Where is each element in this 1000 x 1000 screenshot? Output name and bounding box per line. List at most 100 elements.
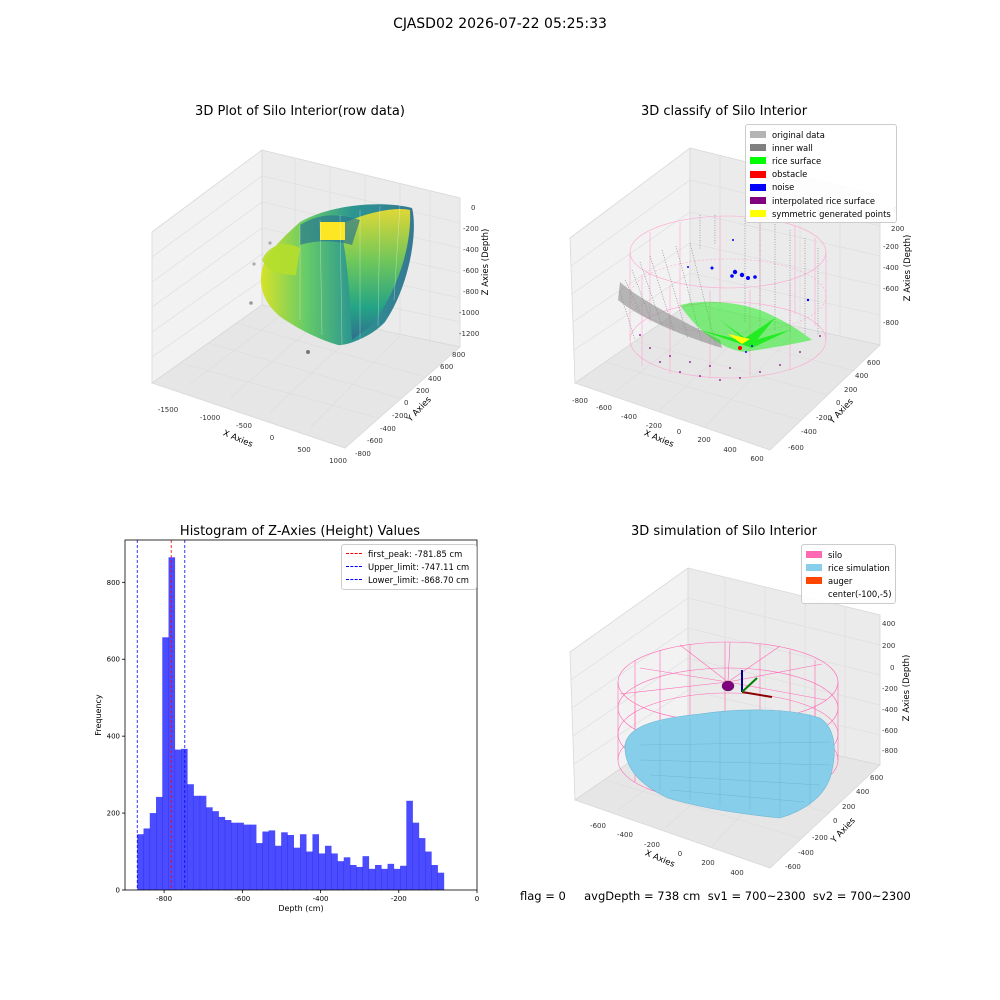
legend-entry-obstacle: obstacle [750,168,891,181]
histogram-bar [324,845,332,890]
histogram-bar [262,831,269,890]
histogram-bar [274,845,282,890]
simulation-xtick: 200 [701,859,714,867]
histogram-bar [199,795,207,890]
histogram-bar [418,838,426,890]
histogram-bar [400,865,407,890]
classify-ztick: 200 [891,225,904,233]
classify-ytick: 400 [855,372,868,380]
histogram-bar [287,835,294,890]
histogram-bar [281,832,288,890]
histogram-legend: first_peak: -781.85 cm Upper_limit: -747… [341,544,477,590]
simulation-ytick: -600 [785,863,801,871]
simulation-ztick: -800 [882,747,898,755]
legend-swatch [750,197,766,205]
simulation-ytick: -200 [812,834,828,842]
simulation-ytick: 400 [856,788,869,796]
histogram-bar [393,868,401,890]
simulation-xtick: 400 [730,869,743,877]
raw-xtick: 500 [297,446,310,454]
histogram-bar [168,557,176,890]
simulation-ztick: -200 [882,685,898,693]
status-line: flag = 0 avgDepth = 738 cm sv1 = 700~230… [520,889,911,903]
legend-entry-interpolated-rice-surface: interpolated rice surface [750,194,891,207]
histogram-bar [156,796,163,890]
raw-plot-title: 3D Plot of Silo Interior(row data) [195,104,405,119]
histogram-bar [375,865,382,890]
classify-xtick: 200 [697,436,710,444]
legend-line-swatch [346,553,362,555]
histogram-bar [243,824,251,890]
simulation-ztick: -600 [882,727,898,735]
classify-ytick: -200 [816,414,832,422]
legend-entry-inner-wall: inner wall [750,141,891,154]
classify-ztick: -600 [883,285,899,293]
raw-ztick: -400 [463,246,479,254]
figure-title: CJASD02 2026-07-22 05:25:33 [393,16,607,32]
rice-simulation-surface [624,709,835,819]
histogram-bar [293,847,301,890]
legend-entry-original-data: original data [750,128,891,141]
histogram-bar [437,872,445,890]
histogram-bar [412,822,420,890]
histogram-bar [268,830,276,890]
legend-swatch [806,551,822,559]
histogram-bar [137,834,144,890]
legend-swatch [806,564,822,572]
classify-xtick: -600 [596,404,612,412]
simulation-ztick: -400 [882,706,898,714]
histogram-bar [406,800,413,890]
legend-entry-symmetric-generated-points: symmetric generated points [750,207,891,220]
raw-3d-plot: -1500 -1000 -500 0 500 1000 -800 -600 -4… [151,149,491,465]
histogram-bar [181,748,188,890]
histogram-bar [174,749,182,890]
simulation-ytick: -400 [798,849,814,857]
raw-xtick: -1500 [158,406,178,414]
histogram-bar [206,807,213,890]
raw-ztick: -1200 [459,330,479,338]
histogram-bar [356,866,363,890]
histogram-x-label: Depth (cm) [278,904,323,913]
classify-xtick: 400 [723,446,736,454]
histogram-frame [124,539,478,891]
raw-ytick: 800 [452,351,465,359]
simulation-x-label: X Axies [643,848,676,870]
classify-xtick: -400 [621,413,637,421]
histogram-bar [362,856,370,890]
simulation-ztick: 200 [882,642,895,650]
classify-z-label: Z Axies (Depth) [903,235,913,302]
legend-entry-noise: noise [750,181,891,194]
raw-x-label: X Axies [221,428,254,450]
histogram-bar [193,795,201,890]
legend-swatch [750,170,766,178]
raw-xtick: -500 [236,422,252,430]
histogram-bar [387,863,395,890]
histogram-bar [218,816,226,890]
raw-ytick: -200 [392,412,408,420]
classify-plot-title: 3D classify of Silo Interior [640,104,808,119]
y-tick-label: 800 [107,579,120,587]
classify-xtick: -200 [646,422,662,430]
legend-swatch [750,131,766,139]
classify-ytick: 0 [836,399,840,407]
simulation-3d-plot: -600 -400 -200 0 200 400 -600 -400 -200 … [569,567,912,877]
classify-ytick: -600 [788,444,804,452]
y-tick-label: 0 [116,887,120,895]
raw-xtick: 1000 [329,457,347,465]
legend-line-swatch [346,566,362,568]
simulation-xtick: 0 [678,850,682,858]
raw-xtick: -1000 [200,414,220,422]
raw-ytick: -800 [355,450,371,458]
raw-ztick: -1000 [459,309,479,317]
classify-ztick: -200 [883,243,899,251]
histogram-y-label: Frequency [94,694,103,736]
histogram-bar [368,868,376,890]
classify-point-cloud [618,215,827,381]
raw-ytick: 600 [440,363,453,371]
legend-line-swatch [346,579,362,581]
x-tick-label: -800 [156,895,172,903]
histogram-x-ticks: -800 -600 -400 -200 0 [156,890,479,903]
classify-x-label: X Axies [642,428,675,450]
histogram-bar [187,784,194,890]
raw-ztick: -800 [463,288,479,296]
